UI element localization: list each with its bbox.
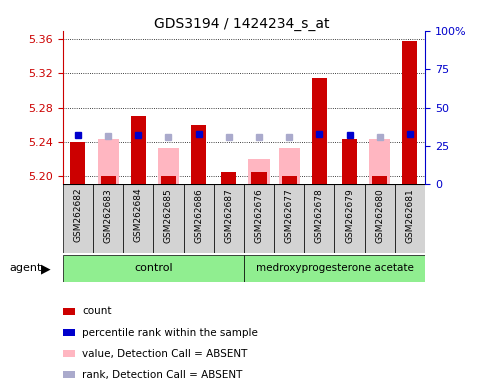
Bar xyxy=(395,184,425,253)
Bar xyxy=(221,172,236,184)
Bar xyxy=(63,255,244,282)
Text: medroxyprogesterone acetate: medroxyprogesterone acetate xyxy=(256,263,413,273)
Bar xyxy=(334,184,365,253)
Text: count: count xyxy=(82,306,112,316)
Text: GSM262685: GSM262685 xyxy=(164,188,173,243)
Text: rank, Detection Call = ABSENT: rank, Detection Call = ABSENT xyxy=(82,370,242,380)
Bar xyxy=(304,184,334,253)
Bar xyxy=(93,184,123,253)
Bar xyxy=(213,184,244,253)
Bar xyxy=(71,142,85,184)
Bar xyxy=(372,176,387,184)
Bar xyxy=(402,41,417,184)
Bar xyxy=(244,184,274,253)
Bar xyxy=(248,159,270,184)
Bar xyxy=(369,139,390,184)
Text: GSM262687: GSM262687 xyxy=(224,188,233,243)
Bar xyxy=(342,139,357,184)
Text: control: control xyxy=(134,263,172,273)
Text: GDS3194 / 1424234_s_at: GDS3194 / 1424234_s_at xyxy=(154,17,329,31)
Bar xyxy=(252,172,267,184)
Text: GSM262681: GSM262681 xyxy=(405,188,414,243)
Bar xyxy=(184,184,213,253)
Bar xyxy=(282,176,297,184)
Bar xyxy=(365,184,395,253)
Bar xyxy=(274,184,304,253)
Text: value, Detection Call = ABSENT: value, Detection Call = ABSENT xyxy=(82,349,247,359)
Text: percentile rank within the sample: percentile rank within the sample xyxy=(82,328,258,338)
Text: GSM262677: GSM262677 xyxy=(284,188,294,243)
Bar xyxy=(312,78,327,184)
Bar xyxy=(279,149,300,184)
Text: GSM262684: GSM262684 xyxy=(134,188,143,242)
Bar xyxy=(98,139,119,184)
Bar xyxy=(158,149,179,184)
Text: GSM262678: GSM262678 xyxy=(315,188,324,243)
Text: agent: agent xyxy=(10,263,42,273)
Bar xyxy=(123,184,154,253)
Bar xyxy=(63,184,93,253)
Text: GSM262682: GSM262682 xyxy=(73,188,83,242)
Text: GSM262676: GSM262676 xyxy=(255,188,264,243)
Text: GSM262680: GSM262680 xyxy=(375,188,384,243)
Bar xyxy=(161,176,176,184)
Bar xyxy=(131,116,146,184)
Bar xyxy=(100,176,115,184)
Bar xyxy=(191,124,206,184)
Text: GSM262686: GSM262686 xyxy=(194,188,203,243)
Text: ▶: ▶ xyxy=(41,262,51,275)
Bar xyxy=(154,184,184,253)
Text: GSM262683: GSM262683 xyxy=(103,188,113,243)
Text: GSM262679: GSM262679 xyxy=(345,188,354,243)
Bar xyxy=(244,255,425,282)
